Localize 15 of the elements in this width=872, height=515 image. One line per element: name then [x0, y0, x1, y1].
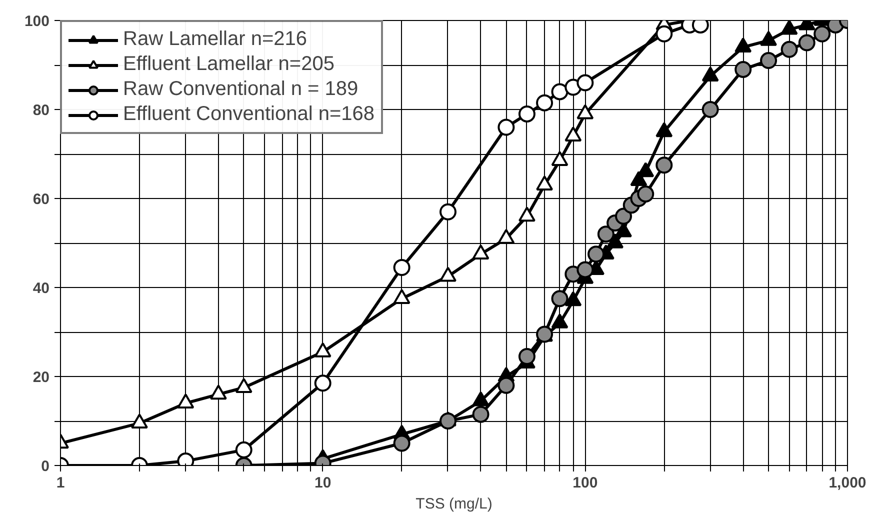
legend-label: Effluent Lamellar n=205 — [123, 53, 334, 76]
y-tick-label: 20 — [32, 369, 50, 386]
legend-label: Raw Lamellar n=216 — [123, 28, 307, 51]
legend-label: Effluent Conventional n=168 — [123, 103, 374, 126]
x-tick-label: 1 — [56, 474, 65, 492]
y-tick-label: 40 — [32, 280, 50, 297]
x-tick-label: 1,000 — [828, 474, 866, 492]
x-axis-title: TSS (mg/L) — [416, 496, 492, 512]
y-tick-label: 60 — [32, 191, 50, 208]
x-tick-label: 10 — [314, 474, 332, 492]
y-tick-label: 80 — [32, 102, 50, 119]
x-tick-label: 100 — [572, 474, 598, 492]
legend-label: Raw Conventional n = 189 — [123, 78, 358, 101]
y-tick-label: 100 — [24, 13, 50, 30]
y-tick-label: 0 — [41, 458, 50, 475]
